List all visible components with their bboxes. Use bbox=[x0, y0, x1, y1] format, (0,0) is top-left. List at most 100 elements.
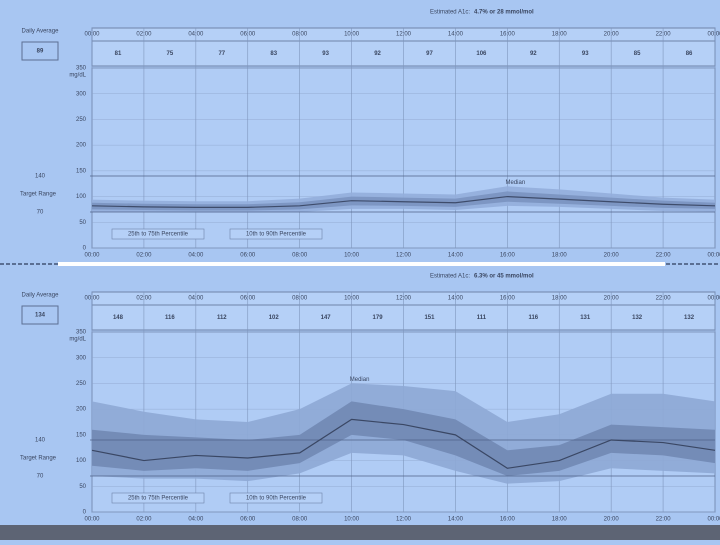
y-tick-label: 0 bbox=[83, 510, 87, 516]
y-tick-label: 100 bbox=[76, 458, 87, 464]
legend-label: 10th to 90th Percentile bbox=[246, 232, 307, 238]
x-tick-label: 18:00 bbox=[552, 517, 568, 523]
legend-label: 10th to 90th Percentile bbox=[246, 496, 307, 502]
y-tick-label: 350 bbox=[76, 330, 87, 336]
median-label: Median bbox=[505, 180, 525, 186]
x-tick-label: 00:00 bbox=[707, 253, 720, 259]
bin-value: 131 bbox=[580, 315, 591, 321]
bin-value: 93 bbox=[582, 51, 589, 57]
x-tick-label: 06:00 bbox=[240, 296, 256, 302]
daily-average-box bbox=[21, 41, 59, 61]
bin-value: 116 bbox=[165, 315, 175, 321]
legend-label: 25th to 75th Percentile bbox=[128, 496, 189, 502]
y-tick-label: 200 bbox=[76, 143, 87, 149]
x-tick-label: 10:00 bbox=[344, 296, 360, 302]
x-tick-label: 12:00 bbox=[396, 32, 412, 38]
x-tick-label: 00:00 bbox=[84, 253, 100, 259]
target-value: 70 bbox=[37, 474, 44, 480]
x-tick-label: 02:00 bbox=[136, 32, 152, 38]
bin-value: 86 bbox=[686, 51, 693, 57]
x-tick-label: 00:00 bbox=[707, 32, 720, 38]
x-tick-label: 08:00 bbox=[292, 253, 308, 259]
target-value: 140 bbox=[35, 438, 46, 444]
x-tick-label: 04:00 bbox=[188, 32, 204, 38]
x-tick-label: 12:00 bbox=[396, 253, 412, 259]
median-label: Median bbox=[350, 377, 370, 383]
daily-average-label: Daily Average bbox=[22, 293, 60, 299]
x-tick-label: 00:00 bbox=[84, 296, 100, 302]
bin-value: 106 bbox=[476, 51, 487, 57]
x-tick-label: 18:00 bbox=[552, 253, 568, 259]
bin-value: 81 bbox=[115, 51, 122, 57]
y-tick-label: 150 bbox=[76, 168, 87, 174]
x-tick-label: 00:00 bbox=[84, 32, 100, 38]
bin-value: 132 bbox=[684, 315, 695, 321]
bin-value: 179 bbox=[373, 315, 384, 321]
x-tick-label: 02:00 bbox=[136, 296, 152, 302]
bin-value: 148 bbox=[113, 315, 124, 321]
median-line bbox=[91, 418, 716, 469]
y-tick-label: 0 bbox=[83, 246, 87, 252]
legend-box bbox=[111, 492, 205, 504]
x-tick-label: 08:00 bbox=[292, 32, 308, 38]
x-tick-label: 04:00 bbox=[188, 517, 204, 523]
title-label: Estimated A1c: bbox=[430, 274, 470, 280]
x-tick-label: 14:00 bbox=[448, 517, 464, 523]
bin-value: 97 bbox=[426, 51, 433, 57]
x-tick-label: 14:00 bbox=[448, 32, 464, 38]
x-tick-label: 22:00 bbox=[656, 253, 672, 259]
x-tick-label: 22:00 bbox=[656, 32, 672, 38]
bin-value: 116 bbox=[528, 315, 538, 321]
y-unit: mg/dL bbox=[69, 337, 86, 343]
x-tick-label: 22:00 bbox=[656, 517, 672, 523]
bottom-strip bbox=[0, 525, 720, 540]
y-tick-label: 150 bbox=[76, 432, 87, 438]
y-unit: mg/dL bbox=[69, 73, 86, 79]
x-tick-label: 06:00 bbox=[240, 253, 256, 259]
x-tick-label: 10:00 bbox=[344, 32, 360, 38]
x-tick-label: 22:00 bbox=[656, 296, 672, 302]
daily-average: 134 bbox=[35, 313, 46, 319]
x-tick-label: 10:00 bbox=[344, 253, 360, 259]
x-tick-label: 08:00 bbox=[292, 296, 308, 302]
x-tick-label: 16:00 bbox=[500, 253, 516, 259]
x-tick-label: 14:00 bbox=[448, 296, 464, 302]
bin-value: 93 bbox=[322, 51, 329, 57]
bin-value: 151 bbox=[424, 315, 435, 321]
target-value: 70 bbox=[37, 210, 44, 216]
title: 4.7% or 28 mmol/mol bbox=[474, 10, 534, 16]
x-tick-label: 18:00 bbox=[552, 32, 568, 38]
y-tick-label: 300 bbox=[76, 91, 87, 97]
bin-value: 83 bbox=[270, 51, 277, 57]
daily-average-box bbox=[21, 305, 59, 325]
legend-label: 25th to 75th Percentile bbox=[128, 232, 189, 238]
daily-average: 89 bbox=[37, 49, 44, 55]
y-tick-label: 250 bbox=[76, 381, 87, 387]
bin-value: 102 bbox=[269, 315, 280, 321]
x-tick-label: 00:00 bbox=[707, 517, 720, 523]
target-range-label: Target Range bbox=[20, 456, 57, 462]
x-tick-label: 00:00 bbox=[84, 517, 100, 523]
x-tick-label: 06:00 bbox=[240, 32, 256, 38]
bin-value: 92 bbox=[530, 51, 537, 57]
x-tick-label: 12:00 bbox=[396, 296, 412, 302]
bin-value: 111 bbox=[477, 315, 487, 321]
x-tick-label: 18:00 bbox=[552, 296, 568, 302]
target-range-label: Target Range bbox=[20, 192, 57, 198]
y-tick-label: 100 bbox=[76, 194, 87, 200]
x-tick-label: 00:00 bbox=[707, 296, 720, 302]
percentile-band bbox=[92, 401, 715, 476]
y-tick-label: 50 bbox=[79, 484, 86, 490]
bin-value: 132 bbox=[632, 315, 643, 321]
x-tick-label: 16:00 bbox=[500, 296, 516, 302]
title-label: Estimated A1c: bbox=[430, 10, 470, 16]
x-tick-label: 20:00 bbox=[604, 296, 620, 302]
x-tick-label: 08:00 bbox=[292, 517, 308, 523]
x-tick-label: 20:00 bbox=[604, 253, 620, 259]
legend-box bbox=[229, 228, 323, 240]
title: 6.3% or 45 mmol/mol bbox=[474, 274, 534, 280]
y-tick-label: 350 bbox=[76, 66, 87, 72]
x-tick-label: 14:00 bbox=[448, 253, 464, 259]
